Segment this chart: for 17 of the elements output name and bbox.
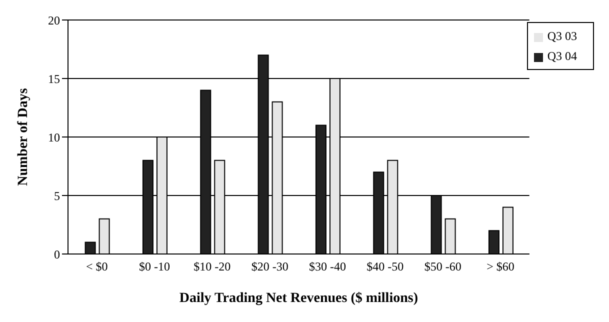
x-tick-label: $0 -10 (139, 260, 170, 274)
x-tick-label: $30 -40 (308, 260, 346, 274)
x-tick-label: $50 -60 (424, 260, 462, 274)
y-tick-label: 0 (54, 247, 60, 262)
x-axis-title: Daily Trading Net Revenues ($ millions) (179, 291, 418, 306)
y-tick-label: 20 (48, 13, 60, 28)
y-tick-label: 15 (48, 72, 60, 86)
x-tick-label: > $60 (486, 260, 514, 274)
x-tick-label: $10 -20 (194, 260, 231, 274)
legend-label: Q3 03 (547, 29, 577, 43)
legend-label: Q3 04 (547, 49, 577, 63)
x-tick-label: $20 -30 (251, 260, 288, 274)
y-tick-label: 5 (54, 188, 60, 203)
y-tick-label: 10 (48, 130, 60, 144)
y-axis-title: Number of Days (16, 88, 31, 186)
x-tick-label: < $0 (86, 260, 108, 274)
x-tick-label: $40 -50 (366, 260, 404, 274)
